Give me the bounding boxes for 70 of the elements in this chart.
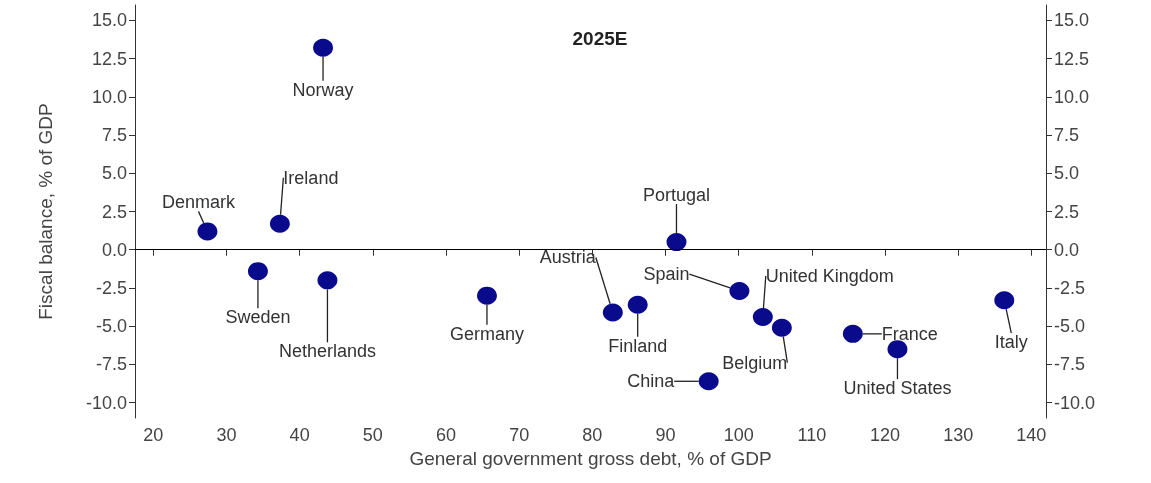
annotation: Sweden — [225, 307, 291, 328]
y-tick-label: 12.5 — [91, 48, 127, 69]
annotation: Austria — [539, 247, 597, 268]
point — [317, 271, 338, 290]
point — [729, 282, 750, 301]
y2-tick-label: 10.0 — [1054, 86, 1090, 107]
point — [666, 233, 687, 252]
annotation: Denmark — [161, 192, 236, 213]
point — [247, 262, 268, 281]
point — [771, 318, 792, 337]
y2-tick-label: 15.0 — [1054, 10, 1090, 31]
point — [476, 286, 497, 305]
y-tick-label: 0.0 — [101, 239, 127, 260]
y2-tick-label: -5.0 — [1054, 316, 1086, 337]
y2-tick-label: -2.5 — [1054, 277, 1086, 298]
y2-tick-label: 0.0 — [1054, 239, 1080, 260]
annotation: Portugal — [642, 185, 710, 206]
x-tick-label: 50 — [362, 425, 383, 445]
x-tick-label: 130 — [943, 425, 974, 445]
x-tick-label: 60 — [435, 425, 456, 445]
x-tick-label: 40 — [289, 425, 310, 445]
annotation: Belgium — [722, 352, 788, 373]
y-tick-label: -2.5 — [95, 277, 127, 298]
point — [887, 340, 908, 359]
point — [197, 222, 218, 241]
y-tick-label: -7.5 — [95, 354, 127, 375]
point — [994, 291, 1015, 310]
point — [313, 38, 334, 57]
point — [842, 324, 863, 343]
x-tick-label: 100 — [723, 425, 754, 445]
annotation: Italy — [994, 332, 1028, 353]
annotation: France — [881, 323, 938, 344]
annotation: Ireland — [283, 167, 339, 188]
x-tick-label: 80 — [582, 425, 603, 445]
annotation: China — [627, 371, 676, 392]
y2-tick-label: 7.5 — [1054, 125, 1080, 146]
y-tick-label: -5.0 — [95, 316, 127, 337]
y2-tick-label: 5.0 — [1054, 163, 1080, 184]
y-tick-label: 7.5 — [101, 125, 127, 146]
x-tick-label: 140 — [1016, 425, 1047, 445]
point — [269, 214, 290, 233]
y-tick-label: 10.0 — [91, 86, 127, 107]
point — [698, 372, 719, 391]
y-axis-title: Fiscal balance, % of GDP — [35, 103, 56, 320]
y2-tick-label: -7.5 — [1054, 354, 1086, 375]
y2-tick-label: 2.5 — [1054, 201, 1080, 222]
point — [627, 295, 648, 314]
annotation: United Kingdom — [765, 266, 894, 287]
annotation: Germany — [449, 323, 524, 344]
x-tick-label: 20 — [143, 425, 164, 445]
y-tick-label: 15.0 — [91, 10, 127, 31]
x-tick-label: 70 — [509, 425, 530, 445]
point — [752, 308, 773, 327]
y2-tick-label: 12.5 — [1054, 48, 1090, 69]
y2-tick-label: -10.0 — [1054, 392, 1096, 413]
point — [602, 303, 623, 322]
x-tick-label: 110 — [797, 425, 827, 445]
annotation: Spain — [643, 264, 690, 285]
annotation: Netherlands — [278, 341, 376, 362]
annotation: Finland — [608, 335, 668, 356]
text: 2025E — [572, 28, 628, 49]
y-tick-label: 2.5 — [101, 201, 127, 222]
y-tick-label: -10.0 — [85, 392, 127, 413]
x-axis-title: General government gross debt, % of GDP — [409, 447, 772, 469]
annotation: Norway — [292, 79, 354, 100]
x-tick-label: 120 — [870, 425, 901, 445]
x-tick-label: 30 — [216, 425, 237, 445]
annotation: United States — [843, 378, 952, 399]
x-tick-label: 90 — [655, 425, 676, 445]
y-tick-label: 5.0 — [101, 163, 127, 184]
